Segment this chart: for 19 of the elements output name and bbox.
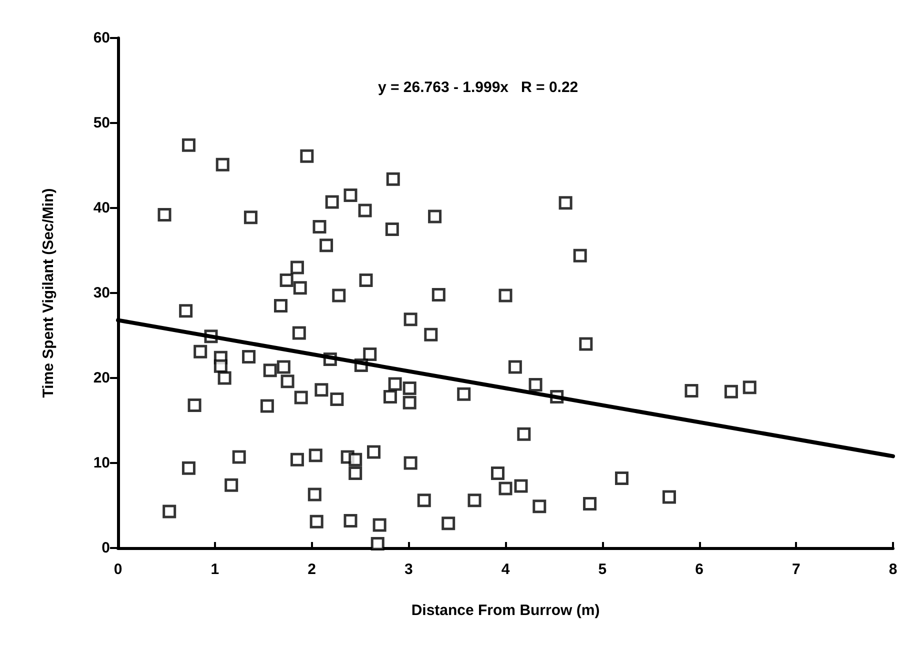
y-axis-title: Time Spent Vigilant (Sec/Min) [40,188,57,398]
y-tick-label: 60 [93,30,110,46]
x-tick-label: 7 [792,561,800,578]
x-axis-title: Distance From Burrow (m) [411,602,600,619]
x-tick-label: 1 [210,561,220,578]
y-tick-label: 10 [93,454,110,472]
y-tick-label: 20 [93,370,110,386]
x-tick-label: 5 [598,561,607,578]
y-tick-label: 0 [102,540,110,556]
x-tick-label: 0 [114,561,122,578]
annotation: y = 26.763 - 1.999x R = 0.22 [378,79,578,96]
x-tick-label: 3 [404,561,413,578]
y-tick-label: 40 [93,200,110,216]
x-tick-label: 6 [695,561,704,578]
x-tick-label: 2 [308,561,316,578]
x-tick-label: 8 [888,561,898,578]
y-tick-label: 50 [93,114,110,132]
x-tick-label: 4 [501,561,510,578]
y-tick-label: 30 [93,284,110,302]
